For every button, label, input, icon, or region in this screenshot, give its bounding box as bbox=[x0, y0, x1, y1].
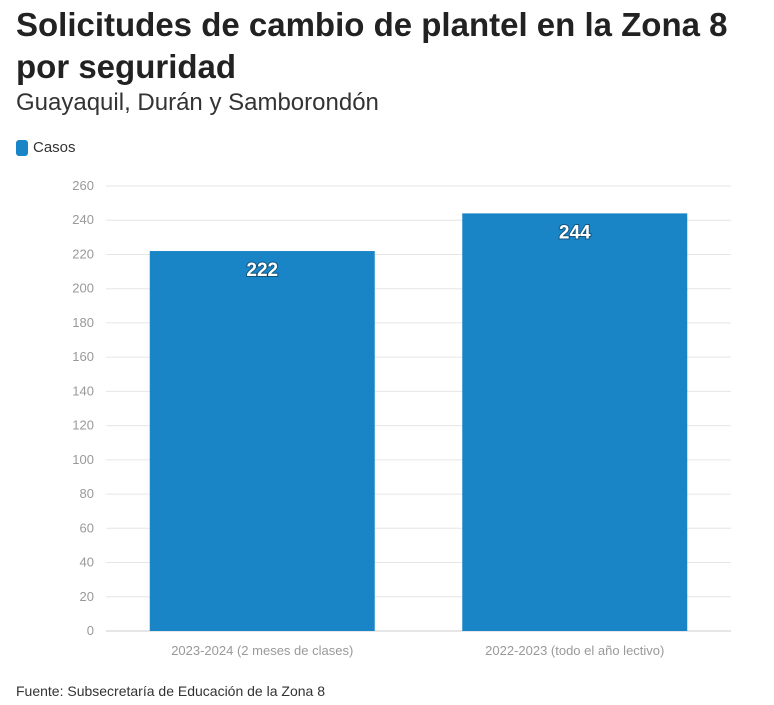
y-tick-label: 160 bbox=[72, 349, 94, 364]
y-tick-label: 100 bbox=[72, 452, 94, 467]
bar-chart: 0 20 40 60 80 100 120 140 160 180 200 220 240 260 222… bbox=[72, 178, 731, 658]
bar-value-label: 244 bbox=[559, 222, 591, 243]
source-note: Fuente: Subsecretaría de Educación de la… bbox=[16, 683, 325, 699]
data-labels: 222 244 bbox=[245, 221, 592, 282]
legend-swatch bbox=[16, 139, 28, 156]
y-tick-label: 0 bbox=[87, 623, 94, 638]
y-axis-ticks: 0 20 40 60 80 100 120 140 160 180 200 220 240 260 bbox=[72, 178, 94, 638]
legend: Casos bbox=[16, 139, 76, 156]
y-tick-label: 40 bbox=[80, 555, 94, 570]
y-tick-label: 80 bbox=[80, 486, 94, 501]
x-axis-categories: 2023-2024 (2 meses de clases) 2022-2023 (… bbox=[171, 643, 664, 658]
y-tick-label: 60 bbox=[80, 520, 94, 535]
y-tick-label: 140 bbox=[72, 383, 94, 398]
y-tick-label: 180 bbox=[72, 315, 94, 330]
y-tick-label: 220 bbox=[72, 246, 94, 261]
y-tick-label: 260 bbox=[72, 178, 94, 193]
bar-value-label: 222 bbox=[246, 260, 278, 281]
bars bbox=[149, 213, 688, 631]
y-tick-label: 200 bbox=[72, 281, 94, 296]
bar bbox=[462, 213, 688, 631]
bar bbox=[149, 251, 375, 631]
y-tick-label: 240 bbox=[72, 212, 94, 227]
x-category-label: 2023-2024 (2 meses de clases) bbox=[171, 643, 353, 658]
x-category-label: 2022-2023 (todo el año lectivo) bbox=[485, 643, 664, 658]
chart-title: Solicitudes de cambio de plantel en la Z… bbox=[16, 6, 728, 85]
y-tick-label: 20 bbox=[80, 589, 94, 604]
chart-subtitle: Guayaquil, Durán y Samborondón bbox=[16, 89, 379, 116]
legend-label: Casos bbox=[33, 139, 76, 156]
y-tick-label: 120 bbox=[72, 418, 94, 433]
